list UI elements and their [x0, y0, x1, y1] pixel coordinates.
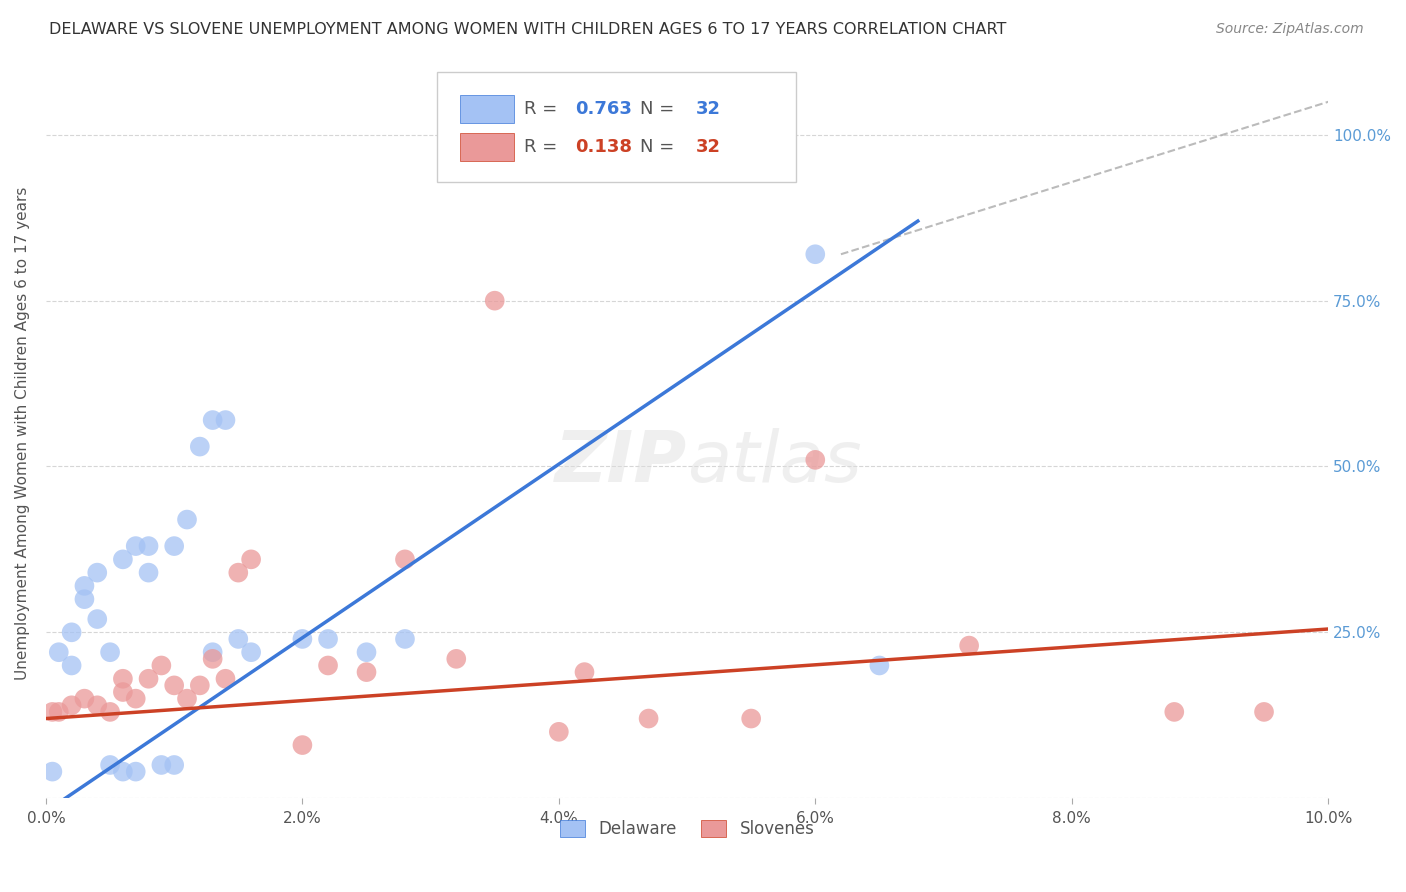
- Text: DELAWARE VS SLOVENE UNEMPLOYMENT AMONG WOMEN WITH CHILDREN AGES 6 TO 17 YEARS CO: DELAWARE VS SLOVENE UNEMPLOYMENT AMONG W…: [49, 22, 1007, 37]
- Point: [60, 625, 83, 640]
- Point: [48, 705, 70, 719]
- Legend: Delaware, Slovenes: Delaware, Slovenes: [553, 813, 821, 845]
- Point: [214, 672, 236, 686]
- Point: [86, 612, 108, 626]
- Point: [125, 691, 148, 706]
- Point: [804, 453, 827, 467]
- Point: [201, 652, 224, 666]
- Point: [125, 764, 148, 779]
- Point: [86, 566, 108, 580]
- FancyBboxPatch shape: [437, 72, 796, 182]
- Point: [214, 413, 236, 427]
- Point: [1163, 705, 1185, 719]
- Point: [176, 512, 198, 526]
- Point: [291, 738, 314, 752]
- Point: [73, 691, 96, 706]
- Point: [41, 764, 63, 779]
- Point: [98, 758, 121, 772]
- Point: [163, 758, 186, 772]
- Point: [316, 658, 339, 673]
- Point: [111, 552, 134, 566]
- Text: atlas: atlas: [688, 428, 862, 497]
- Point: [291, 632, 314, 646]
- Point: [188, 440, 211, 454]
- Point: [176, 691, 198, 706]
- Point: [957, 639, 980, 653]
- Point: [163, 539, 186, 553]
- Point: [1253, 705, 1275, 719]
- Point: [73, 592, 96, 607]
- Point: [98, 645, 121, 659]
- Point: [150, 758, 173, 772]
- Point: [86, 698, 108, 713]
- Point: [201, 645, 224, 659]
- Point: [240, 552, 263, 566]
- Point: [316, 632, 339, 646]
- Point: [125, 539, 148, 553]
- Point: [138, 672, 160, 686]
- Point: [111, 764, 134, 779]
- Point: [150, 658, 173, 673]
- Text: ZIP: ZIP: [555, 428, 688, 497]
- Point: [394, 632, 416, 646]
- FancyBboxPatch shape: [460, 95, 515, 122]
- Point: [60, 698, 83, 713]
- Point: [868, 658, 890, 673]
- Text: 0.763: 0.763: [575, 100, 633, 118]
- Point: [446, 652, 468, 666]
- Point: [111, 672, 134, 686]
- Point: [240, 645, 263, 659]
- Point: [48, 645, 70, 659]
- Point: [188, 678, 211, 692]
- Text: 32: 32: [696, 138, 721, 156]
- Text: 32: 32: [696, 100, 721, 118]
- Text: N =: N =: [640, 138, 679, 156]
- Point: [163, 678, 186, 692]
- Text: N =: N =: [640, 100, 679, 118]
- Text: R =: R =: [524, 100, 564, 118]
- Text: R =: R =: [524, 138, 564, 156]
- Point: [201, 413, 224, 427]
- Point: [98, 705, 121, 719]
- Point: [138, 566, 160, 580]
- Point: [73, 579, 96, 593]
- Point: [740, 712, 762, 726]
- Point: [637, 712, 659, 726]
- Point: [394, 552, 416, 566]
- Point: [804, 247, 827, 261]
- FancyBboxPatch shape: [460, 134, 515, 161]
- Point: [356, 665, 378, 679]
- Point: [111, 685, 134, 699]
- Point: [547, 724, 569, 739]
- Text: 0.138: 0.138: [575, 138, 633, 156]
- Point: [484, 293, 506, 308]
- Text: Source: ZipAtlas.com: Source: ZipAtlas.com: [1216, 22, 1364, 37]
- Point: [138, 539, 160, 553]
- Point: [356, 645, 378, 659]
- Point: [226, 632, 249, 646]
- Point: [574, 665, 596, 679]
- Point: [60, 658, 83, 673]
- Y-axis label: Unemployment Among Women with Children Ages 6 to 17 years: Unemployment Among Women with Children A…: [15, 186, 30, 680]
- Point: [226, 566, 249, 580]
- Point: [41, 705, 63, 719]
